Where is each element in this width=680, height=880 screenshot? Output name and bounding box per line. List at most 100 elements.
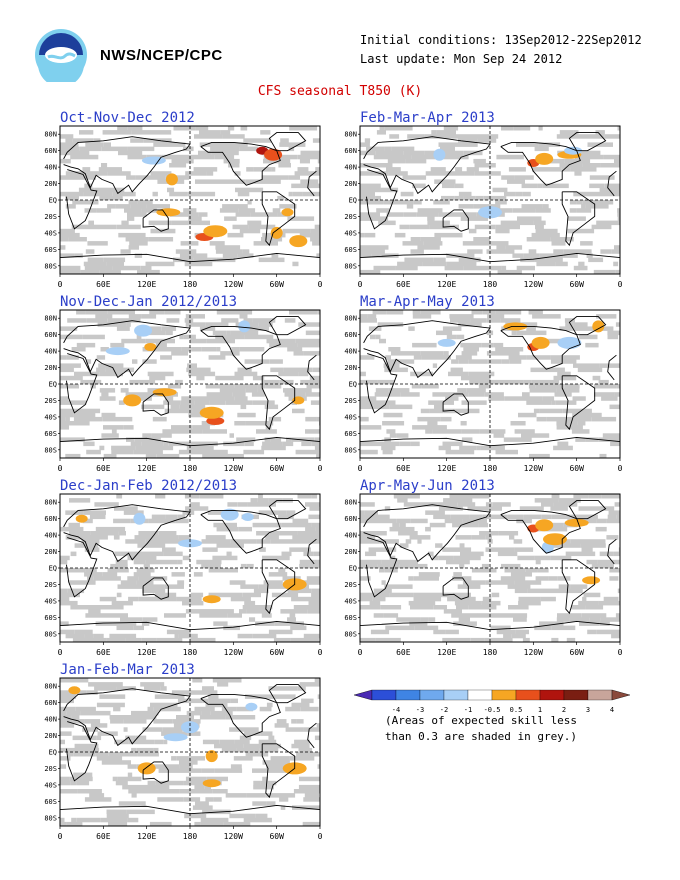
legend-tick-label: -3 bbox=[416, 706, 424, 714]
lon-tick-label: 0 bbox=[358, 648, 363, 657]
warm-anomaly bbox=[270, 226, 283, 239]
legend-swatch bbox=[587, 689, 613, 701]
lat-tick-label: EQ bbox=[349, 197, 357, 205]
warm-anomaly bbox=[592, 320, 605, 333]
lon-tick-label: 0 bbox=[58, 464, 63, 473]
cold-anomaly bbox=[433, 148, 446, 161]
cold-anomaly bbox=[238, 320, 251, 333]
lon-tick-label: 60E bbox=[396, 464, 411, 473]
map-svg: 80N 60N 40N 20N EQ 20S 40S 60S 80S 0 60E 120E 180 120… bbox=[344, 125, 623, 289]
lat-tick-label: 80S bbox=[44, 446, 57, 454]
lon-tick-label: 60E bbox=[396, 280, 411, 289]
lat-tick-label: EQ bbox=[49, 381, 57, 389]
legend-swatch bbox=[467, 689, 493, 701]
legend-tick-label: -4 bbox=[392, 706, 400, 714]
map-svg: 80N 60N 40N 20N EQ 20S 40S 60S 80S 0 60E 120E 180 120… bbox=[44, 125, 323, 289]
lat-tick-label: 40S bbox=[44, 413, 57, 421]
lat-tick-label: 80N bbox=[44, 315, 57, 323]
lat-tick-label: EQ bbox=[349, 381, 357, 389]
map-svg: 80N 60N 40N 20N EQ 20S 40S 60S 80S 0 60E 120E 180 120… bbox=[344, 493, 623, 657]
lat-tick-label: 40S bbox=[44, 229, 57, 237]
lat-tick-label: 80N bbox=[344, 315, 357, 323]
coastlines bbox=[59, 316, 321, 447]
lon-tick-label: 60E bbox=[96, 280, 111, 289]
lat-tick-label: 60S bbox=[44, 246, 57, 254]
lat-tick-label: 20S bbox=[44, 397, 57, 405]
lat-tick-label: 60N bbox=[44, 147, 57, 155]
lat-tick-label: 40S bbox=[344, 229, 357, 237]
lon-tick-label: 180 bbox=[483, 648, 498, 657]
warm-anomaly bbox=[137, 762, 156, 775]
color-legend: -4 -3 -2 -1 -0.5 0.5 1 2 3 4 bbox=[352, 686, 632, 720]
last-update: Last update: Mon Sep 24 2012 bbox=[360, 52, 563, 66]
warm-anomaly bbox=[564, 518, 589, 527]
legend-tick-label: 4 bbox=[610, 706, 614, 714]
cold-anomaly bbox=[163, 733, 188, 742]
panel-title-ndj: Nov-Dec-Jan 2012/2013 bbox=[60, 294, 238, 310]
lon-tick-label: 120E bbox=[137, 832, 156, 841]
legend-swatch bbox=[563, 689, 589, 701]
figure-title: CFS seasonal T850 (K) bbox=[257, 84, 423, 99]
legend-tick-label: 2 bbox=[562, 706, 566, 714]
lat-tick-label: 60S bbox=[344, 430, 357, 438]
lon-tick-label: 180 bbox=[183, 832, 198, 841]
warm-anomaly bbox=[152, 388, 177, 397]
lon-tick-label: 0 bbox=[318, 648, 323, 657]
lat-tick-label: 80N bbox=[44, 499, 57, 507]
lon-tick-label: 120E bbox=[437, 648, 456, 657]
lat-tick-label: 80S bbox=[44, 262, 57, 270]
lat-tick-label: 60N bbox=[44, 515, 57, 523]
lon-tick-label: 60W bbox=[269, 832, 284, 841]
legend-tick-label: 3 bbox=[586, 706, 590, 714]
lon-tick-label: 60E bbox=[96, 832, 111, 841]
cold-anomaly bbox=[241, 513, 254, 521]
initial-conditions: Initial conditions: 13Sep2012-22Sep2012 bbox=[360, 33, 642, 47]
lat-tick-label: 60S bbox=[44, 798, 57, 806]
noaa-logo bbox=[34, 28, 88, 87]
lat-tick-label: 20S bbox=[344, 213, 357, 221]
cold-anomaly bbox=[105, 347, 130, 356]
lat-tick-label: 80S bbox=[344, 262, 357, 270]
warm-anomaly bbox=[68, 686, 81, 695]
lat-tick-label: 80S bbox=[44, 630, 57, 638]
warm-anomaly bbox=[205, 750, 218, 763]
cold-anomaly bbox=[141, 156, 166, 165]
lat-tick-label: 20S bbox=[44, 765, 57, 773]
lat-tick-label: EQ bbox=[49, 565, 57, 573]
lon-tick-label: 0 bbox=[618, 648, 623, 657]
lat-tick-label: 20N bbox=[44, 548, 57, 556]
lon-tick-label: 0 bbox=[58, 832, 63, 841]
panel-title-amj: Apr-May-Jun 2013 bbox=[360, 478, 495, 494]
map-panel-jfm: 80N 60N 40N 20N EQ 20S 40S 60S 80S 0 60E 120E 180 120… bbox=[36, 676, 326, 844]
lon-tick-label: 120W bbox=[524, 648, 543, 657]
cold-anomaly bbox=[133, 512, 146, 525]
legend-arrow-right bbox=[611, 689, 631, 701]
legend-tick-label: -0.5 bbox=[484, 706, 501, 714]
map-panel-djf: 80N 60N 40N 20N EQ 20S 40S 60S 80S 0 60E 120E 180 120… bbox=[36, 492, 326, 660]
lat-tick-label: 20N bbox=[344, 180, 357, 188]
lon-tick-label: 60W bbox=[269, 280, 284, 289]
legend-note-line2: than 0.3 are shaded in grey.) bbox=[385, 730, 578, 743]
cold-anomaly bbox=[134, 324, 153, 337]
lat-tick-label: 80N bbox=[44, 131, 57, 139]
legend-swatch bbox=[539, 689, 565, 701]
legend-swatch bbox=[419, 689, 445, 701]
lat-tick-label: EQ bbox=[49, 197, 57, 205]
lon-tick-label: 120W bbox=[224, 832, 243, 841]
lon-tick-label: 180 bbox=[483, 464, 498, 473]
lon-tick-label: 60W bbox=[569, 280, 584, 289]
warm-anomaly bbox=[203, 225, 228, 238]
lon-tick-label: 120W bbox=[224, 648, 243, 657]
lat-tick-label: 20N bbox=[44, 364, 57, 372]
legend-swatch bbox=[443, 689, 469, 701]
cold-anomaly bbox=[181, 721, 199, 734]
lat-tick-label: 80S bbox=[344, 446, 357, 454]
lon-tick-label: 120E bbox=[437, 280, 456, 289]
lat-tick-label: 20S bbox=[44, 213, 57, 221]
legend-tick-label: 0.5 bbox=[510, 706, 523, 714]
lat-tick-label: 20S bbox=[44, 581, 57, 589]
lon-tick-label: 0 bbox=[358, 280, 363, 289]
lon-tick-label: 60W bbox=[269, 464, 284, 473]
lat-tick-label: 40S bbox=[344, 413, 357, 421]
lat-tick-label: 80N bbox=[344, 131, 357, 139]
